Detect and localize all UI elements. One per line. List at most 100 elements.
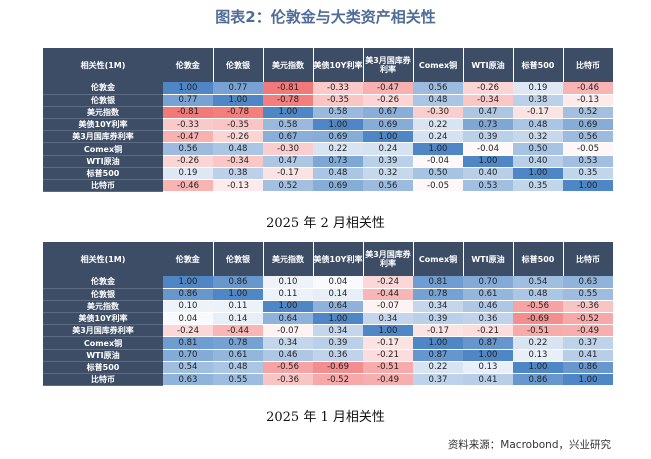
column-header: 比特币 — [563, 48, 614, 82]
correlation-cell: 0.86 — [163, 288, 213, 301]
correlation-cell: 1.00 — [363, 130, 413, 144]
table-row: WTI原油 -0.26 -0.34 0.47 0.73 0.39 -0.04 1.00 0.40… — [43, 155, 613, 168]
correlation-cell: 0.14 — [313, 288, 363, 301]
column-header: 美元指数 — [263, 48, 314, 82]
correlation-cell: -0.33 — [313, 82, 363, 95]
correlation-cell: -0.13 — [213, 179, 263, 193]
correlation-cell: 0.41 — [563, 349, 613, 362]
row-header: 美债10Y利率 — [43, 312, 163, 326]
corner-label: 相关性(1M) — [43, 242, 163, 276]
row-header: 伦敦金 — [43, 276, 163, 289]
correlation-cell: -0.52 — [563, 312, 613, 326]
correlation-cell: 0.64 — [313, 300, 363, 314]
correlation-cell: 0.24 — [413, 130, 463, 144]
correlation-cell: -0.34 — [213, 155, 263, 168]
correlation-cell: 0.47 — [463, 106, 513, 120]
table-row: 伦敦银 0.86 1.00 0.11 0.14 -0.44 0.78 0.61 0.48 0.55 — [43, 288, 613, 301]
correlation-cell: 1.00 — [263, 106, 313, 120]
correlation-cell: -0.04 — [413, 155, 463, 168]
correlation-cell: 0.46 — [463, 300, 513, 314]
correlation-cell: 0.73 — [313, 155, 363, 168]
correlation-table-feb: 相关性(1M) 伦敦金 伦敦银 美元指数 美债10Y利率 美3月国库券利率 Comex铜 WT… — [43, 48, 614, 193]
table-row: 比特币 0.63 0.55 -0.36 -0.52 -0.49 0.37 0.41 0.86 1.… — [43, 373, 613, 387]
correlation-cell: 0.22 — [413, 361, 463, 375]
correlation-cell: 0.73 — [463, 118, 513, 132]
correlation-cell: 0.86 — [563, 361, 613, 375]
correlation-cell: -0.30 — [263, 142, 313, 156]
correlation-cell: -0.51 — [513, 324, 563, 338]
row-header: 美债10Y利率 — [43, 118, 163, 132]
table-caption-feb: 2025 年 2 月相关性 — [266, 216, 385, 231]
correlation-cell: 0.52 — [263, 179, 313, 193]
correlation-cell: 0.34 — [263, 336, 313, 350]
correlation-cell: 0.61 — [463, 288, 513, 301]
correlation-cell: 1.00 — [463, 349, 513, 362]
correlation-cell: -0.17 — [413, 324, 463, 338]
table-caption-jan: 2025 年 1 月相关性 — [266, 410, 385, 425]
correlation-cell: 0.56 — [363, 179, 413, 193]
correlation-cell: -0.21 — [463, 324, 513, 338]
correlation-cell: 0.34 — [313, 324, 363, 338]
correlation-cell: 0.11 — [263, 288, 313, 301]
correlation-cell: 1.00 — [563, 179, 613, 193]
row-header: 美元指数 — [43, 106, 163, 120]
table-row: Comex铜 0.81 0.78 0.34 0.39 -0.17 1.00 0.87 0.22 0… — [43, 336, 613, 350]
correlation-cell: 0.67 — [263, 130, 313, 144]
correlation-cell: -0.26 — [363, 94, 413, 107]
correlation-cell: -0.56 — [263, 361, 313, 375]
row-header: 标普500 — [43, 361, 163, 375]
correlation-cell: 0.50 — [413, 167, 463, 181]
correlation-cell: 0.48 — [313, 167, 363, 181]
correlation-cell: 1.00 — [413, 142, 463, 156]
row-header: WTI原油 — [43, 349, 163, 362]
table-row: 美3月国库券利率 -0.24 -0.44 -0.07 0.34 1.00 -0.17 -0.2… — [43, 324, 613, 338]
correlation-cell: -0.44 — [213, 324, 263, 338]
correlation-cell: 0.04 — [313, 276, 363, 289]
correlation-cell: -0.34 — [463, 94, 513, 107]
correlation-cell: 0.39 — [313, 336, 363, 350]
correlation-cell: 0.34 — [413, 300, 463, 314]
correlation-cell: 0.10 — [263, 276, 313, 289]
correlation-cell: 0.38 — [513, 94, 563, 107]
correlation-cell: -0.04 — [463, 142, 513, 156]
correlation-cell: 0.39 — [363, 155, 413, 168]
correlation-cell: -0.26 — [163, 155, 213, 168]
table-row: 美债10Y利率 0.04 0.14 0.64 1.00 0.34 0.39 0.36 -0.69… — [43, 312, 613, 326]
correlation-cell: -0.05 — [563, 142, 613, 156]
correlation-cell: 0.78 — [413, 288, 463, 301]
correlation-cell: -0.26 — [463, 82, 513, 95]
correlation-cell: 1.00 — [213, 288, 263, 301]
correlation-cell: 1.00 — [563, 373, 613, 387]
row-header: 比特币 — [43, 373, 163, 387]
correlation-cell: 0.70 — [163, 349, 213, 362]
correlation-cell: 0.58 — [313, 106, 363, 120]
correlation-cell: 0.47 — [263, 155, 313, 168]
correlation-cell: -0.69 — [513, 312, 563, 326]
correlation-cell: 0.56 — [163, 142, 213, 156]
correlation-cell: 0.48 — [513, 118, 563, 132]
correlation-cell: 0.53 — [563, 155, 613, 168]
correlation-cell: 0.55 — [213, 373, 263, 387]
column-header: 美债10Y利率 — [313, 48, 364, 82]
column-header: 比特币 — [563, 242, 614, 276]
correlation-cell: -0.33 — [163, 118, 213, 132]
correlation-cell: 0.10 — [163, 300, 213, 314]
column-header: 美债10Y利率 — [313, 242, 364, 276]
correlation-cell: 0.19 — [513, 82, 563, 95]
column-header: 伦敦银 — [213, 48, 264, 82]
correlation-cell: 0.54 — [513, 276, 563, 289]
correlation-cell: 0.56 — [413, 82, 463, 95]
correlation-cell: 1.00 — [413, 336, 463, 350]
correlation-cell: 0.36 — [463, 312, 513, 326]
correlation-cell: -0.35 — [313, 94, 363, 107]
correlation-cell: 0.40 — [513, 155, 563, 168]
column-header: Comex铜 — [413, 242, 464, 276]
correlation-cell: -0.78 — [213, 106, 263, 120]
correlation-cell: 0.46 — [263, 349, 313, 362]
table-row: Comex铜 0.56 0.48 -0.30 0.22 0.24 1.00 -0.04 0.50… — [43, 142, 613, 156]
correlation-cell: 0.52 — [563, 106, 613, 120]
correlation-cell: -0.17 — [263, 167, 313, 181]
correlation-cell: 0.50 — [513, 142, 563, 156]
correlation-cell: 0.35 — [563, 167, 613, 181]
correlation-cell: 0.86 — [213, 276, 263, 289]
